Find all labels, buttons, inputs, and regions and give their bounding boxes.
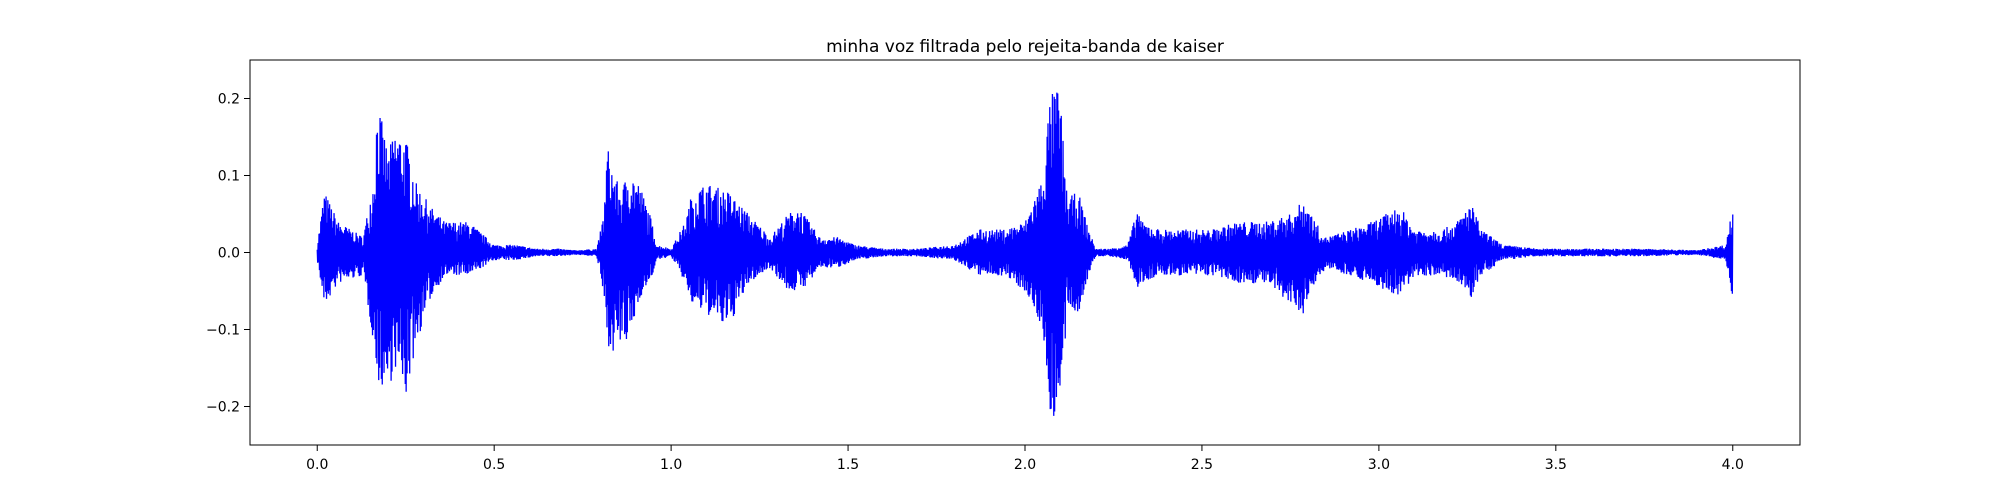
x-tick-label: 3.0 xyxy=(1368,457,1390,473)
chart-title: minha voz filtrada pelo rejeita-banda de… xyxy=(826,37,1224,57)
x-tick-label: 3.5 xyxy=(1545,457,1567,473)
signal-line-group xyxy=(316,92,1734,416)
signal-series-line xyxy=(316,92,1734,416)
x-tick-label: 4.0 xyxy=(1722,457,1744,473)
x-tick-label: 2.0 xyxy=(1014,457,1036,473)
y-tick-label: −0.1 xyxy=(206,323,240,339)
y-tick-label: 0.0 xyxy=(218,246,240,262)
y-tick-label: 0.2 xyxy=(218,92,240,108)
y-tick-label: −0.2 xyxy=(206,400,240,416)
x-tick-label: 0.5 xyxy=(483,457,505,473)
x-tick-label: 1.5 xyxy=(837,457,859,473)
x-tick-label: 0.0 xyxy=(306,457,328,473)
x-tick-label: 1.0 xyxy=(660,457,682,473)
x-axis-ticks: 0.0 0.5 1.0 1.5 2.0 2.5 3.0 3.5 4.0 xyxy=(306,445,1744,473)
x-tick-label: 2.5 xyxy=(1191,457,1213,473)
y-axis-ticks: 0.2 0.1 0.0 −0.1 −0.2 xyxy=(206,92,250,416)
y-tick-label: 0.1 xyxy=(218,169,240,185)
plot-area xyxy=(249,59,1801,446)
